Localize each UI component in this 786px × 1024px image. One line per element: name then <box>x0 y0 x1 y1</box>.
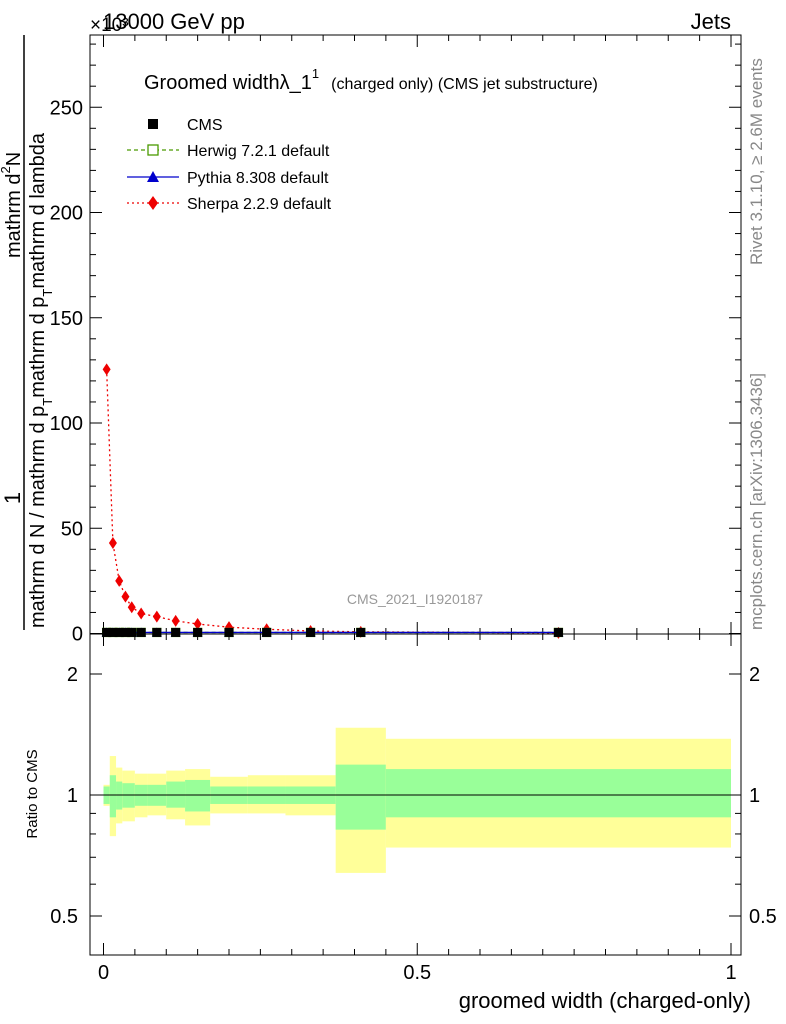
cms-data-point <box>224 627 234 637</box>
main-y-tick-label: 0 <box>72 624 83 646</box>
ylabel-numerator: mathrm d2N <box>0 152 25 258</box>
ylabel-denominator-1: mathrm d N / mathrm d pTmathrm d pTmathr… <box>27 132 55 628</box>
ratio-y-tick-label-right: 2 <box>749 664 760 686</box>
legend-marker-herwig <box>147 144 159 156</box>
cms-data-point <box>306 627 316 637</box>
analysis-watermark: CMS_2021_I1920187 <box>347 591 483 607</box>
cms-data-point <box>553 627 563 637</box>
main-y-tick-label: 50 <box>61 518 83 540</box>
plot-title-sup: 1 <box>312 66 319 81</box>
legend: CMS Herwig 7.2.1 default Pythia 8.308 defa… <box>127 117 332 213</box>
x-tick-label: 1 <box>725 962 736 984</box>
legend-label-0: CMS <box>187 117 223 134</box>
sherpa-point <box>108 536 117 549</box>
sherpa-point <box>152 610 161 623</box>
rivet-label: Rivet 3.1.10, ≥ 2.6M events <box>747 58 766 265</box>
legend-label-3: Sherpa 2.2.9 default <box>187 196 332 213</box>
ratio-y-tick-label: 1 <box>67 785 78 807</box>
ratio-bands <box>90 727 741 873</box>
x-axis-label: groomed width (charged-only) <box>459 988 751 1013</box>
ratio-inner-band <box>185 779 211 812</box>
ylabel-denominator-1-text: mathrm d N / mathrm d p <box>27 406 49 628</box>
cms-data-point <box>171 627 181 637</box>
main-plot-panel: 0 50 100 150 200 250 CMS_2021_I1920187 Groome… <box>50 34 742 646</box>
exponent-label: ×10³ <box>90 15 129 36</box>
ratio-y-tick-label: 0.5 <box>50 906 78 928</box>
cms-data-point <box>127 627 137 637</box>
sherpa-point <box>193 618 202 631</box>
sherpa-point <box>102 363 111 376</box>
cms-data-point <box>262 627 272 637</box>
cms-data-point <box>136 627 146 637</box>
cms-data-point <box>356 627 366 637</box>
ratio-inner-band <box>116 781 123 810</box>
legend-marker-cms <box>148 119 158 129</box>
sherpa-point <box>115 574 124 587</box>
ratio-y-tick-label-right: 1 <box>749 785 760 807</box>
main-y-tick-label: 200 <box>50 203 83 225</box>
plot-title: Groomed widthλ_11 (charged only) (CMS jet… <box>144 66 598 94</box>
ylabel-denominator-3: mathrm d lambda <box>27 132 49 288</box>
ylabel-numerator-d: mathrm d <box>3 174 25 258</box>
ratio-y-tick-label: 2 <box>67 664 78 686</box>
ylabel-one: 1 <box>0 492 25 504</box>
main-y-axis-label: 1 mathrm d2N mathrm d N / mathrm d pTmat… <box>0 35 55 630</box>
cms-data-point <box>114 627 124 637</box>
ratio-inner-band <box>335 764 386 830</box>
ylabel-sub-2: T <box>40 289 55 297</box>
legend-marker-sherpa <box>148 196 158 210</box>
ratio-y-label: Ratio to CMS <box>24 749 41 838</box>
energy-label: 13000 GeV pp <box>103 9 245 34</box>
main-y-tick-label: 100 <box>50 413 83 435</box>
mcplots-label: mcplots.cern.ch [arXiv:1306.3436] <box>747 373 766 630</box>
cms-data-point <box>193 627 203 637</box>
plot-title-rest: (charged only) (CMS jet substructure) <box>331 76 598 93</box>
cms-data-point <box>120 627 130 637</box>
legend-label-1: Herwig 7.2.1 default <box>187 143 330 160</box>
sherpa-point <box>127 601 136 614</box>
main-y-tick-labels: 0 50 100 150 200 250 <box>50 97 83 645</box>
main-plot-frame <box>89 34 742 635</box>
main-y-tick-label: 150 <box>50 308 83 330</box>
ratio-y-tick-label-right: 0.5 <box>749 906 777 928</box>
ylabel-sub-1: T <box>40 398 55 406</box>
ylabel-numerator-n: N <box>3 152 25 166</box>
ratio-plot-panel: 0.5 0.51 12 2 0 0.5 1 Ratio to CMS groomed wi… <box>24 633 777 1013</box>
cms-data-point <box>152 627 162 637</box>
sherpa-point <box>121 590 130 603</box>
x-tick-label: 0.5 <box>403 962 431 984</box>
ratio-axis-ticks <box>90 634 741 955</box>
plot-title-main: Groomed widthλ_1 <box>144 72 312 94</box>
main-y-tick-label: 250 <box>50 97 83 119</box>
legend-label-2: Pythia 8.308 default <box>187 170 329 187</box>
x-tick-label: 0 <box>98 962 109 984</box>
x-tick-labels: 0 0.5 1 <box>98 962 737 984</box>
ratio-y-tick-labels: 0.5 0.5 1 1 2 2 <box>50 664 777 928</box>
ylabel-numerator-sup: 2 <box>0 166 13 173</box>
legend-marker-pythia <box>147 171 159 182</box>
ylabel-denominator-2: mathrm d p <box>27 297 49 398</box>
observable-label: Jets <box>691 9 731 34</box>
cms-data-point <box>108 627 118 637</box>
main-series <box>101 363 564 639</box>
ratio-inner-band <box>385 769 731 818</box>
sherpa-point <box>137 607 146 620</box>
cms-data-point <box>102 627 112 637</box>
ratio-inner-band <box>109 775 117 818</box>
sherpa-point <box>171 614 180 627</box>
